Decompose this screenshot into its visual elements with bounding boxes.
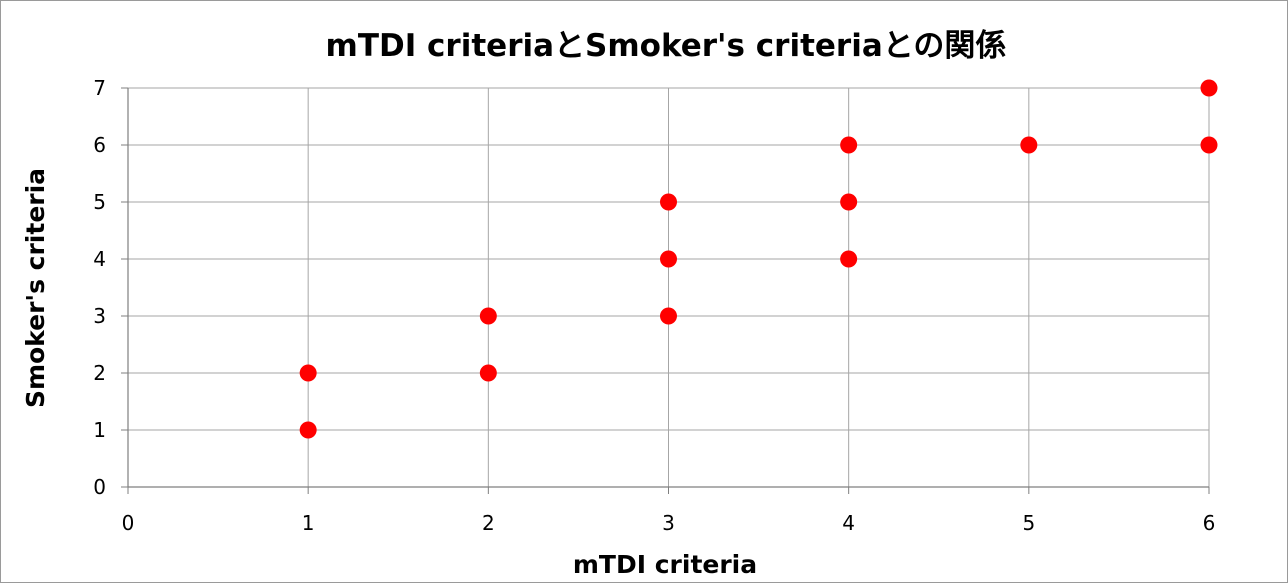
data-point [299,364,317,382]
x-tick-label: 1 [302,511,315,535]
data-point [1200,79,1218,97]
y-tick-label: 5 [93,190,106,214]
y-axis-title: Smoker's criteria [21,168,50,408]
y-tick-label: 2 [93,361,106,385]
x-tick-label: 5 [1022,511,1035,535]
data-point [660,193,677,211]
x-tick-label: 2 [482,511,495,535]
y-tick-label: 3 [93,304,106,328]
chart-title: mTDI criteriaとSmoker's criteriaとの関係 [326,28,1007,64]
gridlines [128,87,1210,487]
y-tick-label: 0 [93,475,106,499]
tick-labels: 0 1 2 3 4 5 6 7 0 1 2 3 4 5 6 [93,76,1215,535]
data-point [840,136,858,154]
data-point [1200,136,1218,154]
x-tick-label: 6 [1203,511,1216,535]
data-point [479,307,497,325]
data-points [299,79,1218,439]
x-tick-label: 4 [842,511,855,535]
data-point [479,364,497,382]
x-tick-label: 3 [662,511,675,535]
y-tick-label: 6 [93,133,106,157]
data-point [299,421,317,439]
data-point [840,193,858,211]
x-axis-title: mTDI criteria [573,550,757,579]
data-point [660,307,677,325]
axes [121,87,1210,494]
y-tick-label: 4 [93,247,106,271]
x-tick-label: 0 [122,511,135,535]
data-point [1020,136,1038,154]
y-tick-label: 7 [93,76,106,100]
y-tick-label: 1 [93,418,106,442]
data-point [660,250,677,268]
data-point [840,250,858,268]
